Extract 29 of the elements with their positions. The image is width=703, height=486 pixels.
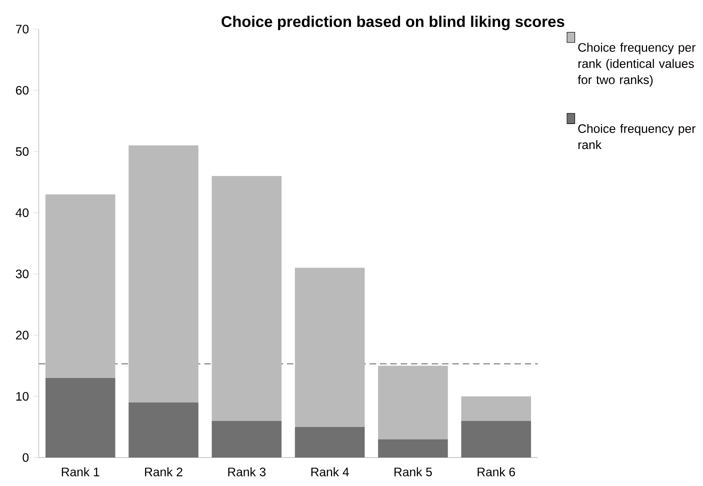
bar (128, 402, 198, 458)
bar (212, 176, 282, 421)
bar (378, 366, 448, 440)
bar (294, 268, 365, 428)
bar (45, 194, 116, 378)
bar (212, 420, 282, 458)
bar (378, 439, 448, 458)
y-tick-label: 20 (16, 330, 29, 340)
bar (294, 427, 365, 458)
y-tick-label: 30 (16, 270, 29, 278)
chart-title: Choice prediction based on blind liking scores (222, 16, 564, 30)
x-tick-label: Rank 4 (311, 467, 349, 476)
y-tick-label: 60 (16, 86, 29, 95)
y-tick-label: 0 (22, 453, 29, 462)
bar (128, 146, 198, 403)
bar (461, 396, 532, 421)
x-tick-label: Rank 2 (145, 467, 182, 476)
legend-label: Choice frequency per rank (578, 124, 696, 150)
x-tick-label: Rank 3 (228, 467, 266, 476)
x-tick-label: Rank 1 (62, 467, 100, 476)
y-tick-label: 50 (16, 147, 29, 156)
y-tick-label: 40 (16, 208, 29, 218)
bar (461, 420, 532, 458)
x-tick-label: Rank 5 (394, 467, 432, 476)
y-tick-label: 10 (16, 392, 29, 401)
legend-label: Choice frequency per rank (identical values for two ranks) (578, 42, 696, 87)
x-tick-label: Rank 6 (478, 467, 516, 476)
y-tick-label: 70 (16, 24, 29, 34)
bar (45, 378, 116, 458)
